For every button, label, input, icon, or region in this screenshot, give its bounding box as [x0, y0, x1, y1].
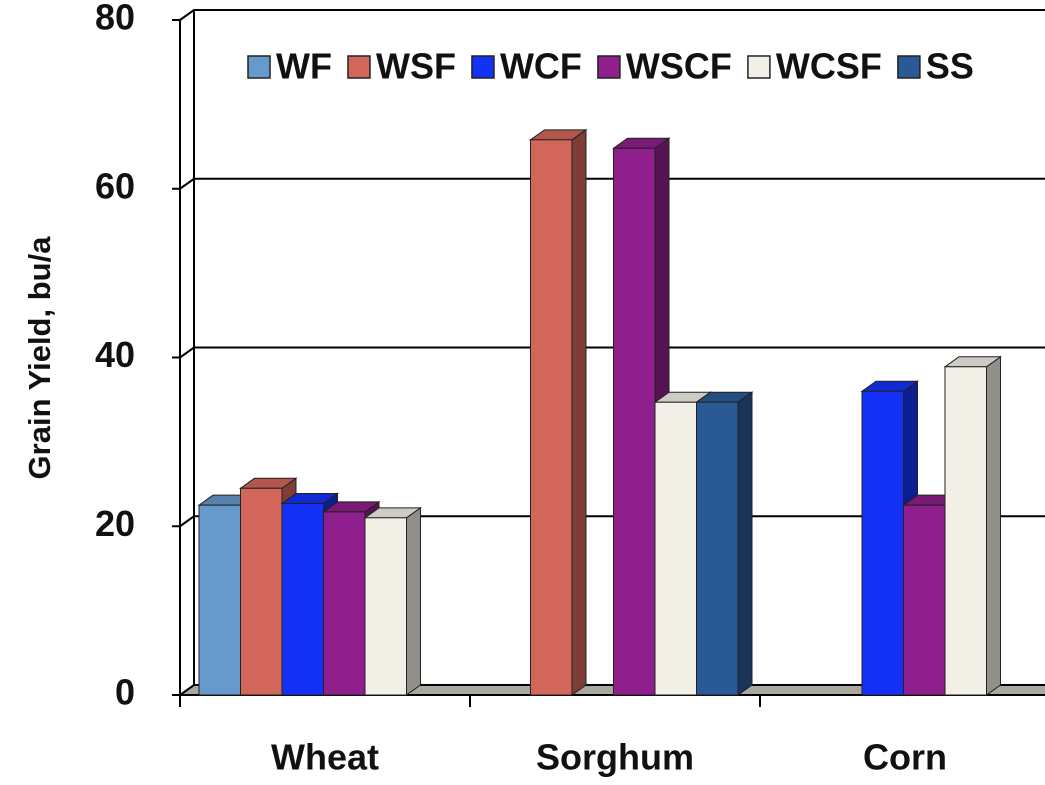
- bar-front: [944, 366, 987, 696]
- y-tick-label: 40: [95, 334, 135, 375]
- legend-label: SS: [926, 46, 974, 87]
- x-tick-label: Corn: [863, 737, 947, 778]
- bar-front: [903, 504, 946, 696]
- bar-front: [530, 139, 573, 696]
- bar-front: [696, 401, 739, 696]
- grid-line: [179, 684, 1045, 696]
- bar-front: [323, 511, 366, 696]
- grid-line: [179, 9, 1045, 21]
- bar-side: [406, 506, 421, 696]
- bar-front: [861, 390, 904, 696]
- bar-front: [281, 502, 324, 696]
- bar-front: [198, 504, 241, 696]
- bar-side: [571, 128, 587, 696]
- bar-front: [654, 401, 697, 696]
- y-tick-label: 0: [115, 672, 135, 713]
- bar-side: [737, 391, 753, 696]
- legend-swatch: [471, 55, 495, 79]
- legend-swatch: [897, 55, 921, 79]
- grid-line: [179, 515, 1045, 528]
- legend-label: WSF: [376, 46, 456, 87]
- legend-swatch: [747, 55, 771, 79]
- legend-label: WSCF: [626, 46, 732, 87]
- x-tick-label: Wheat: [271, 737, 379, 778]
- y-axis-title: Grain Yield, bu/a: [22, 236, 57, 480]
- y-tick-label: 20: [95, 503, 135, 544]
- bar: [363, 506, 423, 696]
- legend-swatch: [597, 55, 621, 79]
- legend-label: WCF: [500, 46, 582, 87]
- bar-front: [240, 487, 283, 696]
- bar-side: [986, 355, 1001, 696]
- legend-label: WF: [276, 46, 332, 87]
- bar: [694, 391, 754, 696]
- x-tick-label: Sorghum: [536, 737, 694, 778]
- y-tick-label: 80: [95, 0, 135, 38]
- grid-line: [179, 177, 1045, 190]
- bar: [528, 128, 588, 696]
- legend-swatch: [247, 55, 271, 79]
- bar: [943, 355, 1003, 696]
- legend-label: WCSF: [776, 46, 882, 87]
- bar-front: [364, 517, 407, 696]
- legend-swatch: [347, 55, 371, 79]
- bar-front: [613, 147, 656, 696]
- grid-line: [179, 346, 1045, 359]
- y-tick-label: 60: [95, 165, 135, 206]
